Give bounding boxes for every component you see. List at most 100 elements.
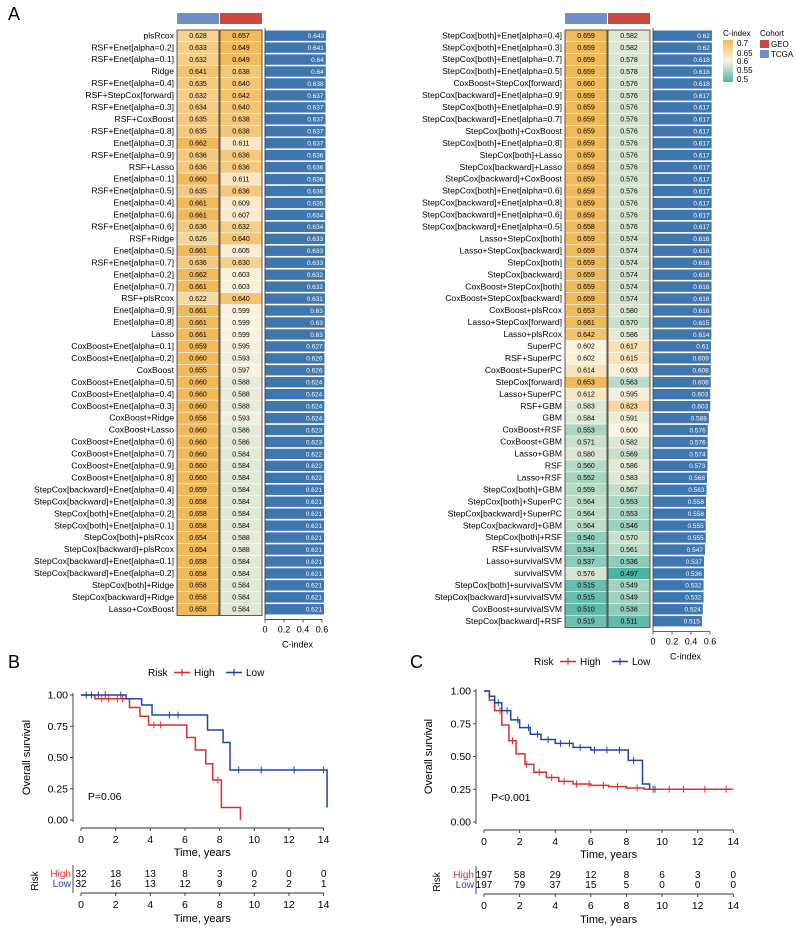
cell-tcga-value: 0.617 [620,344,638,351]
cell-geo [177,400,219,412]
cell-tcga-value: 0.574 [620,236,638,243]
cell-tcga [220,161,262,173]
mean-bar-value: 0.636 [307,153,324,160]
cell-geo [177,328,219,341]
cell-geo-value: 0.571 [577,439,595,446]
cell-geo [565,185,607,197]
cell-geo [177,519,219,532]
cell-tcga [608,245,650,257]
model-label: RSF+SuperPC [505,353,562,363]
cell-geo [565,508,607,520]
cell-geo [565,125,607,137]
cell-geo [177,603,219,615]
cell-tcga [220,352,262,364]
cell-geo-value: 0.583 [577,403,595,410]
cell-tcga-value: 0.582 [620,439,638,446]
x-tick-label: 12 [283,834,295,846]
model-label: StepCox[forward] [496,377,562,387]
cell-geo-value: 0.658 [577,224,595,231]
cell-geo [177,77,219,90]
cell-tcga-value: 0.574 [620,296,638,303]
cell-geo [177,376,219,388]
model-label: StepCox[both]+Enet[alpha=0.9] [442,102,562,112]
cell-tcga [220,209,262,221]
cell-tcga-value: 0.600 [620,427,638,434]
cell-tcga [608,364,650,376]
mean-bar-value: 0.635 [307,200,324,207]
cell-geo [177,185,219,197]
cell-geo-value: 0.659 [577,141,595,148]
model-label: Enet[alpha=0.7] [114,281,174,291]
cell-geo [565,364,607,376]
cell-geo [565,567,607,580]
model-label: CoxBoost+Enet[alpha=0.9] [71,461,174,471]
cell-geo-value: 0.534 [577,547,595,554]
mean-bar [653,185,712,197]
x-tick-label: 14 [318,834,330,846]
mean-bar [265,484,324,495]
mean-bar [265,460,325,472]
mean-bar-value: 0.615 [693,320,710,327]
cell-geo [177,352,219,364]
cell-geo [177,113,219,125]
mean-bar [653,293,712,304]
risk-count: 12 [585,870,597,881]
mean-bar-value: 0.637 [307,105,324,112]
cell-tcga-value: 0.497 [620,571,638,578]
mean-bar-value: 0.536 [686,571,703,578]
mean-bar-value: 0.617 [693,141,710,148]
cell-tcga [608,185,650,197]
model-label: CoxBoost+Enet[alpha=0.8] [71,472,174,482]
cell-geo-value: 0.658 [189,571,207,578]
mean-bar-value: 0.617 [693,93,710,100]
cell-tcga [608,269,650,281]
cindex-tick-3: 0.55 [737,66,753,75]
risk-count: 0 [659,880,665,891]
cell-tcga [220,245,262,257]
cell-tcga-value: 0.603 [620,368,638,375]
cell-geo-value: 0.564 [577,511,595,518]
cell-geo [565,197,607,209]
mean-bar-value: 0.621 [306,523,323,530]
cell-tcga [608,41,650,54]
cell-geo-value: 0.654 [189,535,207,542]
cell-tcga-value: 0.538 [620,607,638,614]
model-label: StepCox[both]+GBM [483,484,562,494]
model-label: RSF+StepCox[forward] [85,90,174,100]
cell-tcga-value: 0.549 [620,583,638,590]
cell-tcga [608,543,650,556]
cell-tcga [220,257,262,269]
cell-geo [565,137,607,149]
cell-tcga [220,328,262,341]
mean-bar-value: 0.63 [310,332,323,339]
risk-x-axis-title: Time, years [580,914,638,926]
y-tick-label: 0.50 [451,751,472,763]
cell-tcga-value: 0.576 [620,81,638,88]
cell-tcga-value: 0.603 [232,284,250,291]
cell-tcga-value: 0.588 [232,403,250,410]
mean-bar-value: 0.618 [693,69,710,76]
cell-tcga [608,221,650,233]
model-label: SuperPC [527,341,562,351]
cindex-tick-2: 0.6 [737,57,749,66]
cell-geo [565,472,607,484]
model-label: StepCox[backward]+CoxBoost [445,174,562,184]
cell-tcga-value: 0.584 [232,451,250,458]
cell-geo-value: 0.552 [577,475,595,482]
cell-tcga-value: 0.576 [620,93,638,100]
cell-geo-value: 0.659 [577,93,595,100]
cell-tcga-value: 0.561 [620,547,638,554]
mean-bar [265,496,324,507]
cell-geo-value: 0.660 [189,463,207,470]
cell-geo-value: 0.553 [577,427,595,434]
cell-geo-value: 0.632 [189,93,207,100]
mean-bar [653,412,709,424]
mean-bar [265,293,325,304]
p-value: P=0.06 [88,791,122,803]
mean-bar [265,245,326,256]
model-label: Lasso+StepCox[both] [480,233,562,243]
mean-bar [653,269,712,280]
cell-tcga-value: 0.584 [232,499,250,506]
